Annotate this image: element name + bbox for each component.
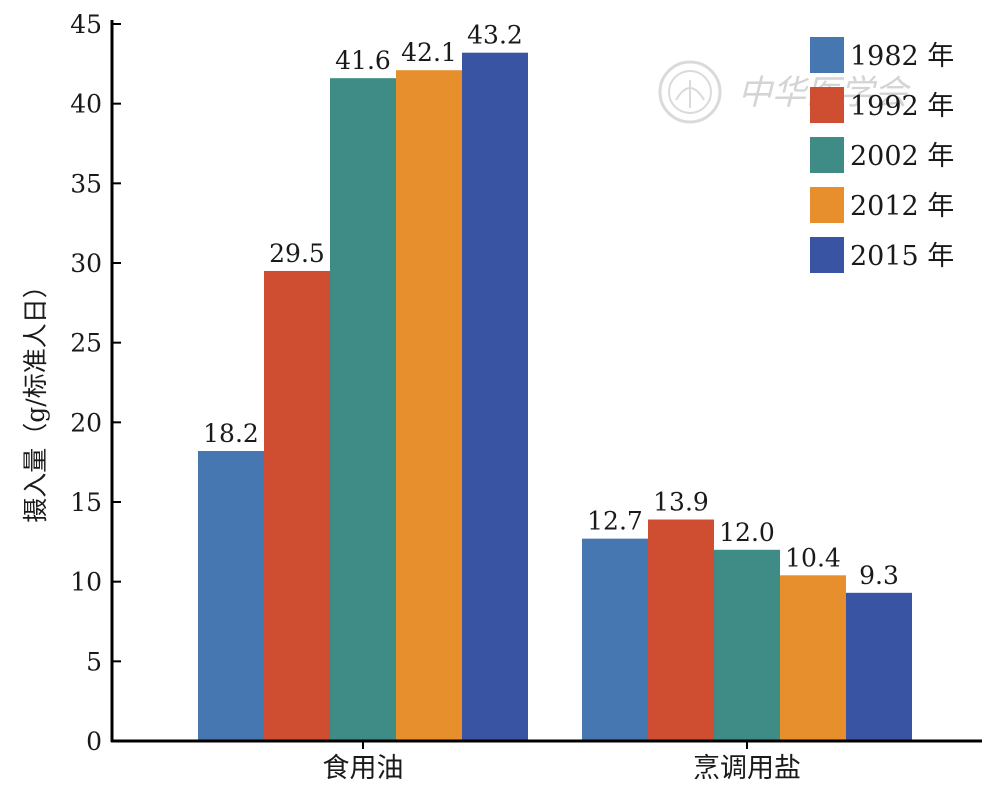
legend-label: 1992 年: [850, 91, 954, 122]
legend-swatch: [810, 37, 844, 73]
bar: [264, 270, 330, 741]
data-label: 29.5: [269, 239, 325, 268]
data-label: 12.0: [719, 518, 775, 547]
legend: 1982 年 1992 年 2002 年 2012 年 2015 年: [810, 37, 954, 273]
data-label: 18.2: [203, 419, 259, 448]
legend-swatch: [810, 187, 844, 223]
y-axis-title: 摄入量（g/标准人日）: [21, 273, 50, 522]
bar: [582, 538, 648, 741]
bars-group: [198, 52, 912, 742]
legend-label: 2012 年: [850, 191, 954, 222]
bar: [846, 592, 912, 741]
legend-swatch: [810, 137, 844, 173]
x-tick-label: 食用油: [323, 753, 404, 784]
x-tick-label: 烹调用盐: [693, 753, 801, 784]
y-tick-label: 10: [70, 568, 102, 597]
legend-label: 1982 年: [850, 41, 954, 72]
bar: [198, 451, 264, 741]
legend-label: 2002 年: [850, 141, 954, 172]
legend-swatch: [810, 237, 844, 273]
y-tick-label: 45: [70, 10, 102, 39]
y-tick-label: 35: [70, 169, 102, 198]
bar: [462, 52, 528, 742]
data-labels-group: 18.2 29.5 41.6 42.1 43.2 12.7 13.9 12.0 10.4 9.3: [203, 21, 899, 590]
data-label: 43.2: [467, 21, 523, 50]
y-tick-label: 5: [86, 647, 102, 676]
y-tick-label: 20: [70, 408, 102, 437]
data-label: 42.1: [401, 38, 457, 67]
legend-label: 2015 年: [850, 241, 954, 272]
data-label: 41.6: [335, 46, 391, 75]
data-label: 13.9: [653, 488, 709, 517]
legend-swatch: [810, 87, 844, 123]
y-tick-label: 40: [70, 90, 102, 119]
data-label: 10.4: [785, 543, 841, 572]
bar: [648, 519, 714, 741]
y-tick-label: 15: [70, 488, 102, 517]
axes-group: 食用油 烹调用盐 0 5 10 15 20 25 30 35 40 45: [70, 10, 982, 784]
data-label: 9.3: [859, 561, 899, 590]
bar: [396, 70, 462, 741]
society-seal-icon: [658, 60, 722, 124]
bar: [330, 78, 396, 741]
data-label: 12.7: [587, 507, 643, 536]
bar: [780, 575, 846, 741]
y-tick-label: 25: [70, 329, 102, 358]
y-tick-label: 30: [70, 249, 102, 278]
y-tick-label: 0: [86, 727, 102, 756]
bar: [714, 549, 780, 741]
